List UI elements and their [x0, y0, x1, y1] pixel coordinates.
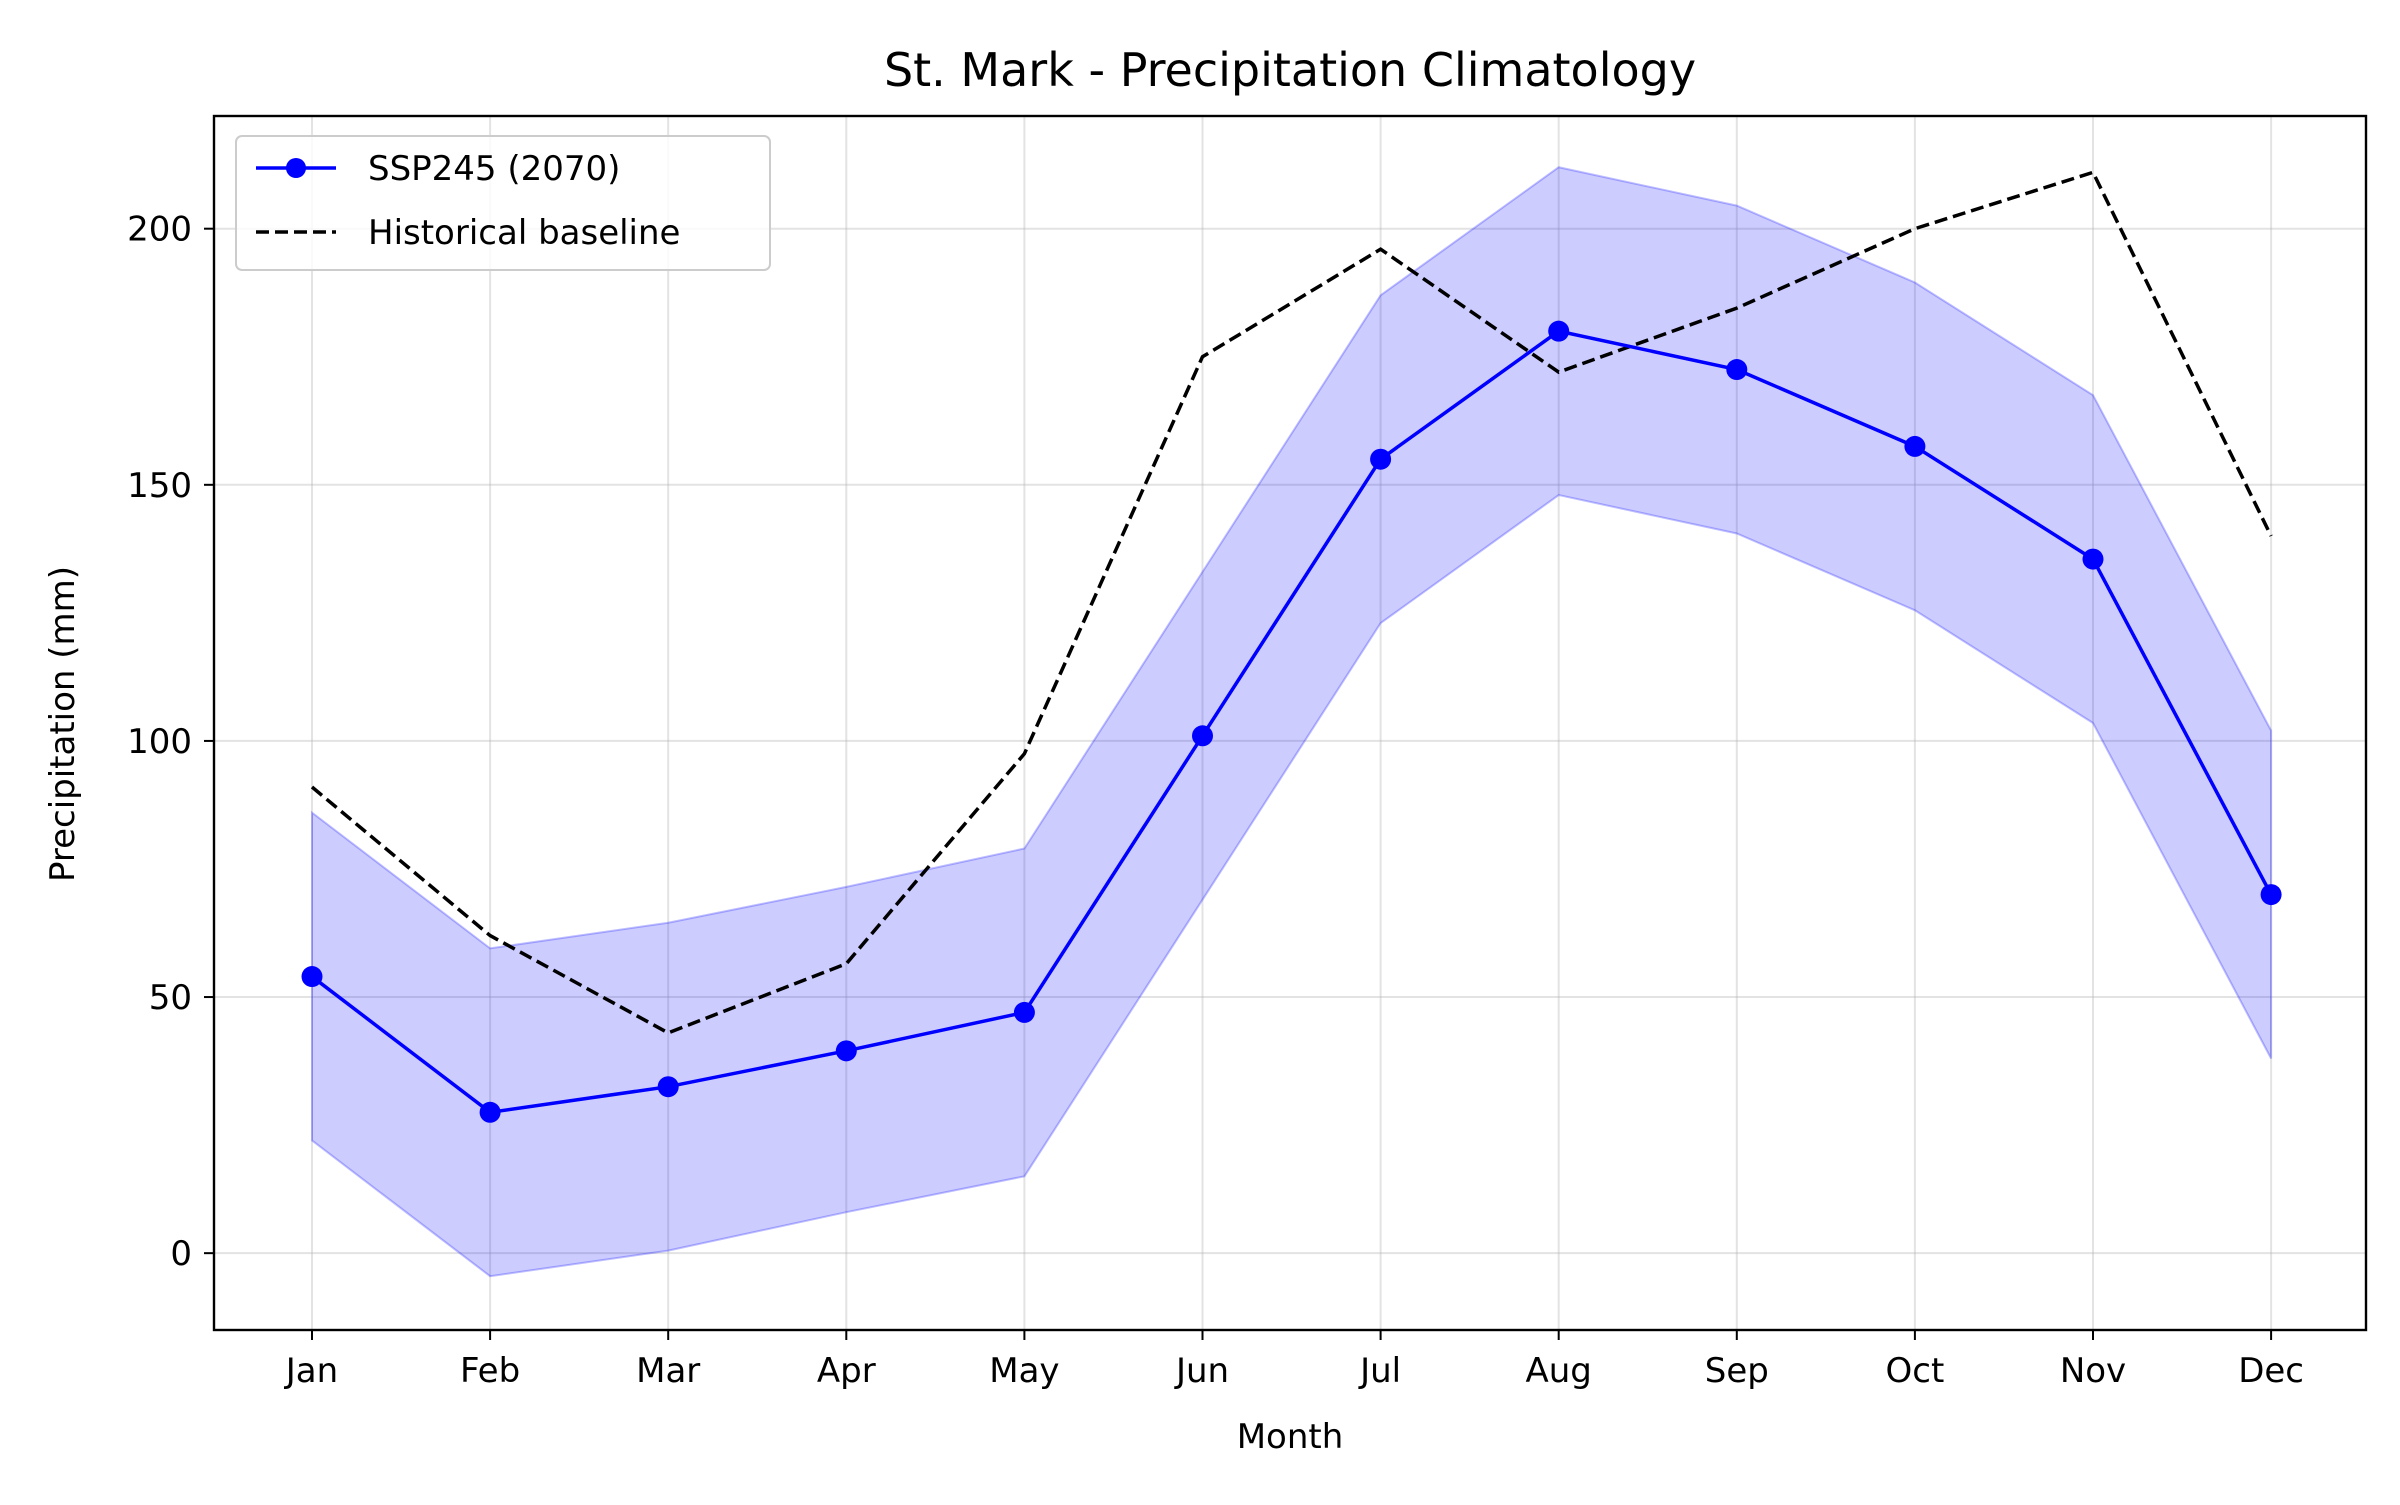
data-point-ssp245-jul — [1370, 448, 1392, 470]
y-tick-label-50: 50 — [149, 978, 192, 1018]
x-axis-label: Month — [1237, 1417, 1344, 1457]
data-point-ssp245-dec — [2260, 884, 2282, 906]
y-axis-label: Precipitation (mm) — [43, 566, 83, 882]
x-tick-label-jan: Jan — [284, 1351, 338, 1391]
plot-area-frame — [212, 114, 2368, 1332]
x-tick-label-feb: Feb — [460, 1351, 520, 1391]
series-line-ssp245 — [310, 329, 2273, 1115]
y-tick-label-100: 100 — [127, 722, 192, 762]
data-point-ssp245-feb — [479, 1101, 501, 1123]
legend-label-ssp245: SSP245 (2070) — [368, 149, 620, 189]
x-tick-label-oct: Oct — [1886, 1351, 1945, 1391]
uncertainty-band-ssp245 — [311, 166, 2273, 1278]
series-line-historical-baseline — [310, 170, 2273, 1035]
legend-marker-ssp245 — [286, 158, 306, 178]
data-point-ssp245-nov — [2082, 548, 2104, 570]
legend: SSP245 (2070) Historical baseline — [235, 135, 771, 271]
data-point-ssp245-may — [1013, 1001, 1035, 1023]
data-point-ssp245-mar — [657, 1076, 679, 1098]
y-tick-label-200: 200 — [127, 210, 192, 250]
x-tick-label-nov: Nov — [2060, 1351, 2126, 1391]
data-point-ssp245-jun — [1192, 725, 1213, 747]
x-tick-label-may: May — [989, 1351, 1059, 1391]
x-tick-label-apr: Apr — [817, 1351, 876, 1391]
data-point-ssp245-oct — [1904, 435, 1926, 457]
x-tick-label-jun: Jun — [1174, 1351, 1229, 1391]
legend-box — [235, 135, 771, 271]
legend-label-historical: Historical baseline — [368, 213, 680, 253]
x-tick-label-dec: Dec — [2238, 1351, 2304, 1391]
chart-title: St. Mark - Precipitation Climatology — [884, 43, 1696, 97]
data-point-ssp245-aug — [1548, 320, 1570, 342]
x-tick-label-sep: Sep — [1705, 1351, 1769, 1391]
x-tick-label-aug: Aug — [1526, 1351, 1592, 1391]
data-point-ssp245-sep — [1726, 359, 1748, 381]
x-tick-label-jul: Jul — [1358, 1351, 1401, 1391]
y-tick-label-0: 0 — [170, 1234, 192, 1274]
y-tick-label-150: 150 — [127, 466, 192, 506]
x-tick-label-mar: Mar — [636, 1351, 700, 1391]
data-point-ssp245-jan — [301, 966, 323, 988]
data-point-ssp245-apr — [835, 1040, 857, 1062]
